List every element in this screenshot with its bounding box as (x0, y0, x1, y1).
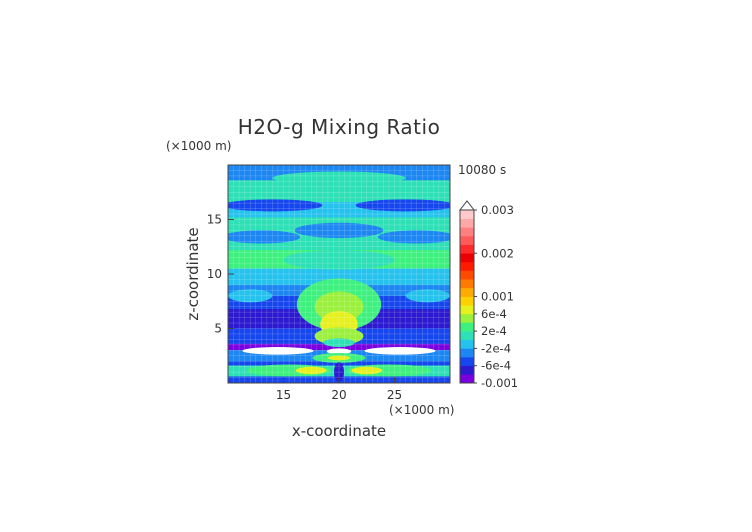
colorbar-segment (460, 296, 474, 306)
colorbar-segment (460, 322, 474, 332)
colorbar-segment (460, 261, 474, 271)
y-tick-label: 5 (214, 322, 222, 336)
colorbar-segment (460, 374, 474, 384)
colorbar-segment (460, 365, 474, 375)
y-axis-ticks: 5 10 15 (207, 213, 234, 336)
colorbar-segment (460, 331, 474, 341)
colorbar: 0.003 0.002 0.001 6e-4 2e-4 -2e-4 -6e-4 -0.001 (458, 200, 518, 390)
colorbar-segment (460, 253, 474, 263)
blob-cell (377, 230, 450, 244)
blob-cell (327, 355, 351, 361)
blob-cell (364, 347, 436, 355)
y-unit-label: (×1000 m) (166, 139, 231, 153)
colorbar-segment (460, 244, 474, 254)
x-axis-ticks: 15 20 25 (276, 377, 402, 402)
colorbar-segment (460, 348, 474, 358)
band-cell (228, 268, 450, 285)
colorbar-segment (460, 357, 474, 366)
blob-cell (228, 289, 273, 303)
colorbar-tick-label: -6e-4 (481, 359, 511, 373)
colorbar-segment (460, 305, 474, 315)
y-tick-label: 10 (207, 267, 222, 281)
y-tick-label: 15 (207, 213, 222, 227)
chart-title: H2O-g Mixing Ratio (238, 115, 441, 139)
colorbar-extend-arrow (458, 200, 476, 211)
x-unit-label: (×1000 m) (389, 403, 454, 417)
blob-cell (294, 222, 384, 239)
heatmap-cells (228, 165, 450, 383)
blob-cell (405, 289, 450, 303)
colorbar-tick-label: -0.001 (481, 376, 518, 390)
colorbar-segment (460, 218, 474, 228)
blob-cell (295, 366, 327, 375)
blob-cell (323, 338, 355, 348)
blob-cell (334, 362, 344, 382)
x-tick-label: 15 (276, 388, 291, 402)
blob-cell (326, 348, 352, 355)
colorbar-segment (460, 235, 474, 245)
colorbar-tick-label: 0.001 (481, 290, 514, 304)
grid-lines (228, 165, 450, 383)
colorbar-segment (460, 287, 474, 297)
x-tick-label: 20 (331, 388, 346, 402)
band-cell (228, 180, 450, 203)
blob-cell (355, 199, 450, 212)
x-tick-label: 25 (387, 388, 402, 402)
colorbar-segment (460, 227, 474, 237)
blob-cell (283, 250, 395, 270)
blob-cell (228, 230, 301, 244)
band-cell (228, 343, 450, 351)
x-axis-label: x-coordinate (292, 422, 386, 440)
colorbar-segment (460, 339, 474, 349)
colorbar-segment (460, 279, 474, 289)
colorbar-segment (460, 270, 474, 280)
blob-cell (242, 347, 314, 355)
colorbar-tick-label: 2e-4 (481, 324, 507, 338)
colorbar-segment (460, 313, 474, 323)
blob-cell (272, 171, 406, 185)
colorbar-tick-label: 0.002 (481, 246, 514, 260)
colorbar-segment (460, 210, 474, 219)
blob-cell (228, 199, 323, 212)
colorbar-tick-label: -2e-4 (481, 341, 511, 355)
y-axis-label: z-coordinate (184, 227, 202, 320)
time-label: 10080 s (458, 163, 506, 177)
colorbar-tick-label: 0.003 (481, 203, 514, 217)
heatmap-plot (228, 165, 450, 383)
colorbar-tick-label: 6e-4 (481, 307, 507, 321)
blob-cell (351, 366, 383, 375)
